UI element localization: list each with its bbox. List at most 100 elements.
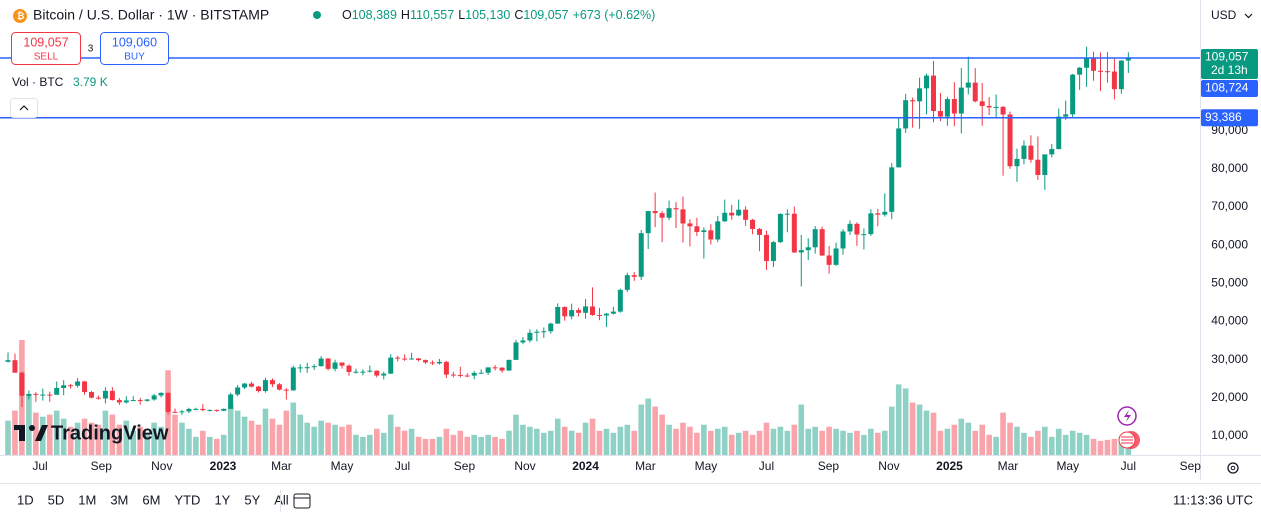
y-tick-label: 80,000 — [1211, 161, 1248, 175]
y-tick-label: 70,000 — [1211, 199, 1248, 213]
currency[interactable]: USD — [1211, 8, 1237, 22]
volume-bar — [1014, 426, 1020, 455]
collapse-button[interactable] — [10, 98, 38, 118]
volume-bar — [429, 438, 436, 455]
volume-bar — [916, 404, 923, 455]
volume-bar — [499, 438, 505, 455]
candle-body — [958, 87, 964, 114]
logo: TradingView — [14, 422, 169, 444]
candle-body — [116, 400, 122, 403]
volume-bar — [534, 428, 540, 455]
volume-bar — [923, 410, 930, 455]
range-button[interactable]: YTD — [174, 492, 200, 507]
candle-body — [339, 362, 345, 366]
events-stripes — [1121, 436, 1133, 444]
candle-body — [617, 289, 623, 312]
volume-bar — [478, 436, 484, 455]
candle-body — [478, 372, 484, 374]
volume-bar — [638, 404, 645, 455]
candle-body — [736, 209, 742, 216]
volume-bar — [1076, 432, 1083, 455]
candle-body — [144, 399, 150, 401]
volume-bar — [958, 418, 965, 455]
candle-body — [708, 230, 714, 240]
buy-price: 109,060 — [112, 35, 157, 49]
candle-body — [666, 208, 672, 218]
x-tick-label: Sep — [818, 459, 840, 473]
volume-bar — [60, 418, 67, 455]
volume-bar — [206, 436, 213, 455]
volume-bar — [756, 430, 763, 455]
range-button[interactable]: 5Y — [244, 492, 260, 507]
volume-bar — [610, 432, 617, 455]
volume-bar — [241, 416, 248, 455]
candle-body — [875, 213, 881, 215]
symbol-title[interactable]: Bitcoin / U.S. Dollar · 1W · BITSTAMP — [33, 7, 269, 23]
volume-bar — [1097, 440, 1104, 455]
range-button[interactable]: 5D — [48, 492, 65, 507]
candle-body — [972, 82, 978, 102]
y-tick-label: 40,000 — [1211, 314, 1248, 328]
date-range-icon[interactable] — [293, 493, 311, 509]
ohlc-key: C — [514, 8, 523, 22]
volume-bar — [888, 406, 895, 455]
candle-body — [332, 362, 338, 369]
buy-button[interactable] — [100, 32, 169, 65]
volume-bar — [728, 434, 735, 455]
x-tick-label: Sep — [1180, 459, 1202, 473]
settings-icon[interactable] — [1227, 462, 1239, 474]
range-button[interactable]: 3M — [110, 492, 128, 507]
candle-body — [1000, 106, 1006, 115]
price-label-box — [1201, 109, 1258, 127]
candle-body — [645, 211, 651, 234]
candle-body — [214, 409, 220, 411]
range-button[interactable]: 6M — [142, 492, 160, 507]
candle-body — [242, 383, 248, 388]
candle-body — [290, 367, 296, 391]
candle-body — [1104, 71, 1110, 73]
volume-bar — [46, 414, 53, 455]
x-tick-label: 2025 — [936, 459, 963, 473]
ohlc-value: 108,389 — [352, 8, 397, 22]
logo-slash — [35, 425, 48, 441]
volume-bar — [798, 404, 805, 455]
volume-bar — [603, 428, 610, 455]
volume-bar — [826, 426, 832, 455]
volume-bar — [304, 422, 311, 455]
range-button[interactable]: All — [274, 492, 289, 507]
volume-bar — [875, 432, 881, 455]
volume-bar — [840, 430, 846, 455]
volume-bar — [374, 428, 380, 455]
volume-bar — [457, 430, 464, 455]
candle-body — [715, 221, 721, 240]
candle-body — [423, 360, 429, 363]
sell-button[interactable] — [11, 32, 81, 65]
market-status — [313, 11, 321, 19]
y-tick-label: 50,000 — [1211, 276, 1248, 290]
range-button[interactable]: 1M — [78, 492, 96, 507]
volume-bar — [763, 422, 770, 455]
candle-body — [262, 380, 268, 392]
range-button[interactable]: 1Y — [214, 492, 230, 507]
volume-bar — [116, 424, 123, 455]
volume-bar — [680, 422, 686, 455]
volume-bar — [353, 434, 359, 455]
x-tick-label: May — [1056, 459, 1079, 473]
range-button[interactable]: 1D — [17, 492, 34, 507]
range-buttons: 1D 5D 1M 3M 6M YTD 1Y 5Y All — [17, 492, 289, 507]
volume-bar — [186, 428, 192, 455]
volume-bar — [791, 424, 798, 455]
candle-body — [325, 358, 331, 369]
candle-body — [346, 365, 352, 372]
volume-bar — [200, 430, 206, 455]
candle-body — [833, 248, 839, 265]
candle-body — [256, 386, 262, 392]
volume-bar — [575, 432, 582, 455]
candle-body — [123, 400, 129, 403]
volume-bar — [847, 432, 853, 455]
volume-bar — [290, 402, 297, 455]
volume-bar — [735, 432, 742, 455]
volume-bar — [1007, 422, 1013, 455]
